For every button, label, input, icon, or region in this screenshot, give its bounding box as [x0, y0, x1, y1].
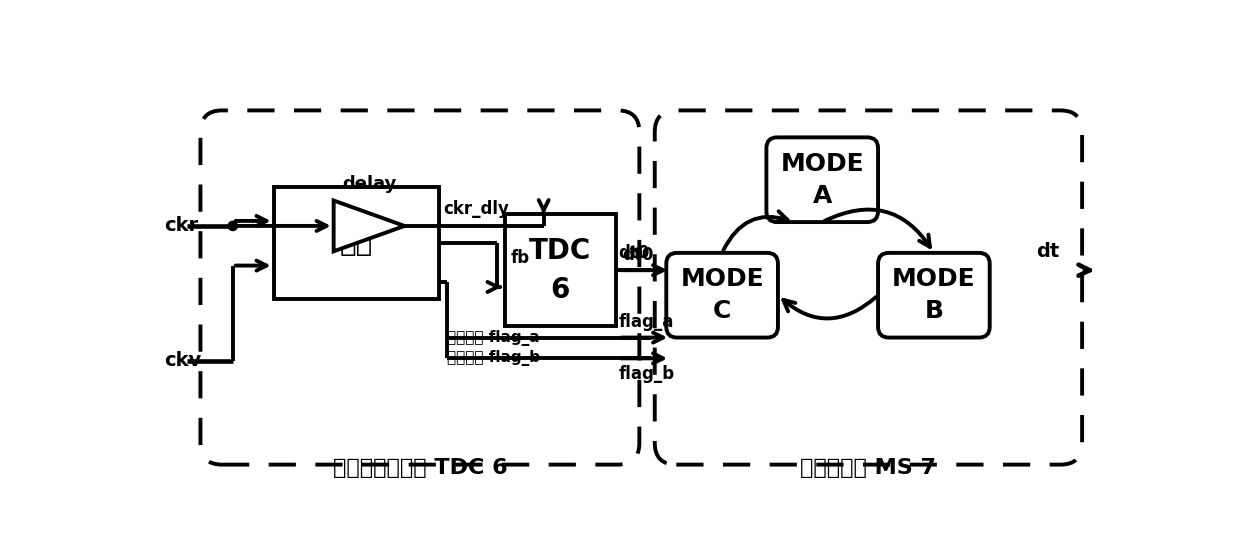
Text: ckv: ckv — [164, 351, 202, 370]
Polygon shape — [334, 201, 404, 252]
Text: MODE
B: MODE B — [892, 267, 976, 323]
Text: dt0: dt0 — [622, 246, 653, 264]
Text: 标志信号 flag_a: 标志信号 flag_a — [446, 329, 539, 346]
Circle shape — [228, 221, 237, 231]
Text: ckr_dly: ckr_dly — [443, 200, 508, 218]
Text: MODE
C: MODE C — [681, 267, 764, 323]
Bar — [505, 214, 616, 326]
Text: delay: delay — [342, 175, 397, 193]
Text: flag_a: flag_a — [619, 313, 673, 332]
Text: 模式切换器 MS 7: 模式切换器 MS 7 — [800, 459, 936, 478]
FancyBboxPatch shape — [766, 138, 878, 222]
FancyBboxPatch shape — [878, 253, 990, 338]
FancyBboxPatch shape — [666, 253, 777, 338]
Text: dt0: dt0 — [619, 244, 650, 262]
Text: 处理: 处理 — [340, 229, 373, 257]
Text: ckr: ckr — [164, 216, 198, 236]
Text: fb: fb — [511, 249, 529, 267]
Text: TDC
6: TDC 6 — [529, 237, 591, 304]
Text: dt: dt — [1035, 242, 1059, 261]
Text: flag_b: flag_b — [619, 364, 675, 383]
Text: 时间数字转换器 TDC 6: 时间数字转换器 TDC 6 — [332, 459, 507, 478]
Text: MODE
A: MODE A — [780, 152, 864, 208]
Bar — [274, 187, 439, 299]
Text: 标志信号 flag_b: 标志信号 flag_b — [446, 350, 539, 367]
